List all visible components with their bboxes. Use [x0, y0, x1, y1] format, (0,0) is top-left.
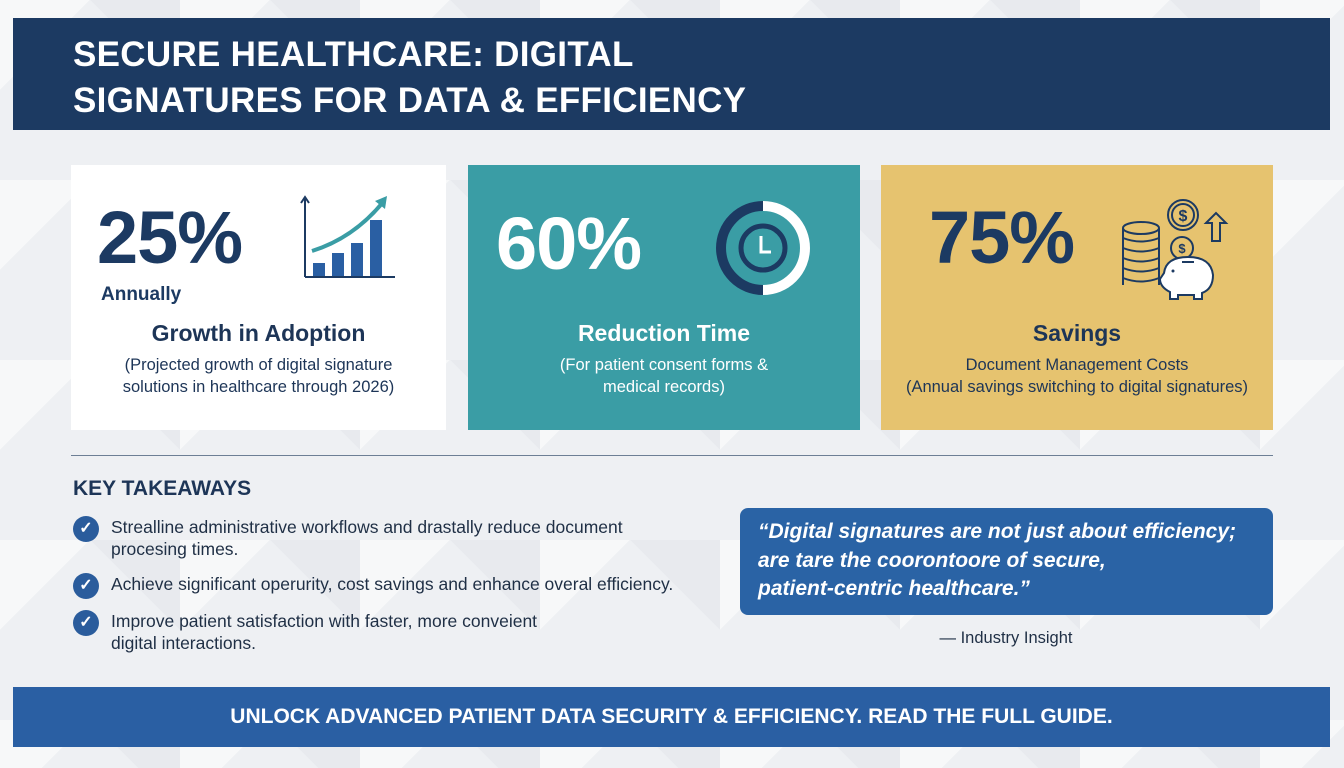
takeaways-heading: KEY TAKEAWAYS	[73, 477, 252, 500]
piggy-bank-coins-icon: $ $	[1122, 199, 1229, 300]
stat-value: 60%	[496, 202, 642, 285]
stat-value: 25%	[97, 196, 243, 279]
stat-value: 75%	[929, 196, 1075, 279]
svg-text:$: $	[1179, 208, 1188, 225]
stat-card-savings: 75% $ $ Savings Document Management Cost…	[881, 165, 1273, 430]
takeaway-item: ✓ Improve patient satisfaction with faste…	[73, 610, 537, 654]
page-title: SECURE HEALTHCARE: DIGITAL SIGNATURES FOR…	[73, 32, 1270, 124]
cta-banner[interactable]: UNLOCK ADVANCED PATIENT DATA SECURITY & …	[13, 687, 1330, 747]
cta-text[interactable]: UNLOCK ADVANCED PATIENT DATA SECURITY & …	[230, 705, 1113, 728]
growth-chart-icon	[300, 195, 395, 278]
checkmark-icon: ✓	[73, 610, 99, 636]
stat-title: Reduction Time	[577, 320, 751, 346]
quote-box: “Digital signatures are not just about e…	[740, 508, 1273, 615]
title-line-2: SIGNATURES FOR DATA & EFFICIENCY	[73, 81, 747, 120]
stat-title: Growth in Adoption	[151, 320, 366, 346]
stat-subtitle: Document Management Costs (Annual savings…	[905, 356, 1249, 396]
title-line-1: SECURE HEALTHCARE: DIGITAL	[73, 35, 634, 74]
takeaway-item: ✓ Achieve significant operurity, cost sav…	[73, 573, 673, 599]
quote-attribution: — Industry Insight	[939, 629, 1073, 647]
clock-icon	[716, 201, 810, 295]
stat-qualifier: Annually	[101, 284, 182, 305]
header-banner: SECURE HEALTHCARE: DIGITAL SIGNATURES FOR…	[13, 18, 1330, 130]
stat-subtitle: (For patient consent forms & medical reco…	[559, 356, 769, 396]
checkmark-icon: ✓	[73, 573, 99, 599]
stat-card-reduction: 60% Reduction Time (For patient consent …	[468, 165, 860, 430]
svg-text:$: $	[1178, 241, 1186, 256]
takeaway-item: ✓ Strealline administrative workflows and…	[73, 516, 623, 560]
stat-subtitle: (Projected growth of digital signature so…	[122, 356, 395, 396]
stat-title: Savings	[1032, 320, 1122, 346]
stat-card-growth: 25% Annually Growth in Adoption (Project…	[71, 165, 446, 430]
checkmark-icon: ✓	[73, 516, 99, 542]
section-divider	[71, 455, 1273, 456]
